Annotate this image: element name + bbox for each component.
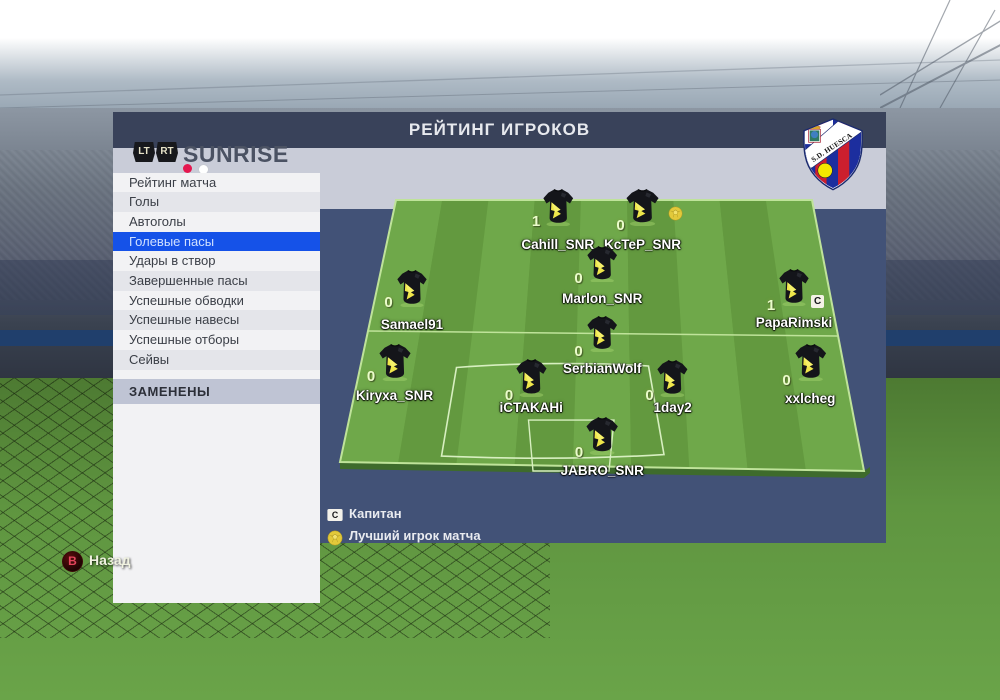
svg-text:C: C bbox=[332, 510, 339, 520]
